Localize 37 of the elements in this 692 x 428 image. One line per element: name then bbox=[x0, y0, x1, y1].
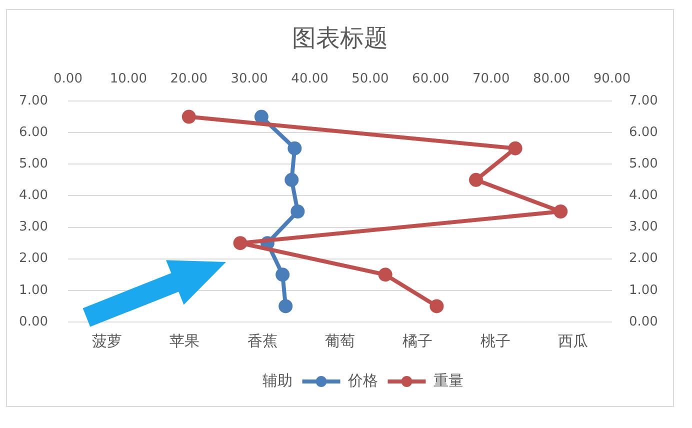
y2-tick-label: 1.00 bbox=[629, 282, 658, 298]
x-tick-label: 香蕉 bbox=[247, 332, 278, 350]
y-tick-label: 1.00 bbox=[19, 282, 48, 298]
x-tick-label: 橘子 bbox=[402, 332, 433, 350]
text: 辅助 bbox=[262, 371, 292, 390]
y2-tick-label: 7.00 bbox=[629, 93, 658, 108]
x2-tick-label: 20.00 bbox=[170, 72, 208, 87]
legend-label: 重量 bbox=[433, 371, 464, 390]
x-tick-label: 西瓜 bbox=[558, 332, 588, 350]
y2-tick-label: 4.00 bbox=[629, 188, 658, 204]
x-tick-label: 葡萄 bbox=[325, 332, 355, 350]
y2-tick-label: 0.00 bbox=[629, 314, 658, 330]
y2-tick-label: 5.00 bbox=[629, 156, 658, 172]
x2-tick-label: 60.00 bbox=[412, 72, 450, 87]
chart-title: 图表标题 bbox=[292, 24, 388, 52]
y2-tick-label: 3.00 bbox=[629, 220, 658, 235]
y2-tick-label: 6.00 bbox=[629, 124, 658, 140]
y-tick-label: 7.00 bbox=[19, 93, 48, 108]
y-tick-label: 4.00 bbox=[19, 188, 48, 204]
x2-tick-label: 80.00 bbox=[532, 72, 570, 87]
legend-label: 价格 bbox=[346, 371, 378, 390]
x-tick-label: 菠萝 bbox=[92, 332, 122, 350]
y-tick-label: 5.00 bbox=[19, 156, 48, 172]
y-tick-label: 2.00 bbox=[19, 251, 48, 266]
x2-tick-label: 30.00 bbox=[230, 72, 268, 87]
x-tick-label: 苹果 bbox=[170, 332, 200, 350]
x2-tick-label: 50.00 bbox=[352, 72, 389, 87]
x2-tick-label: 90.00 bbox=[593, 72, 631, 87]
y-tick-label: 0.00 bbox=[19, 314, 48, 330]
x-tick-label: 桃子 bbox=[480, 332, 510, 350]
x2-tick-label: 0.00 bbox=[54, 72, 82, 87]
y-tick-label: 6.00 bbox=[19, 124, 48, 140]
x2-tick-label: 40.00 bbox=[291, 72, 328, 87]
x2-tick-label: 70.00 bbox=[472, 72, 510, 87]
x2-tick-label: 10.00 bbox=[110, 72, 148, 87]
y2-tick-label: 2.00 bbox=[629, 251, 658, 266]
y-tick-label: 3.00 bbox=[19, 220, 48, 235]
